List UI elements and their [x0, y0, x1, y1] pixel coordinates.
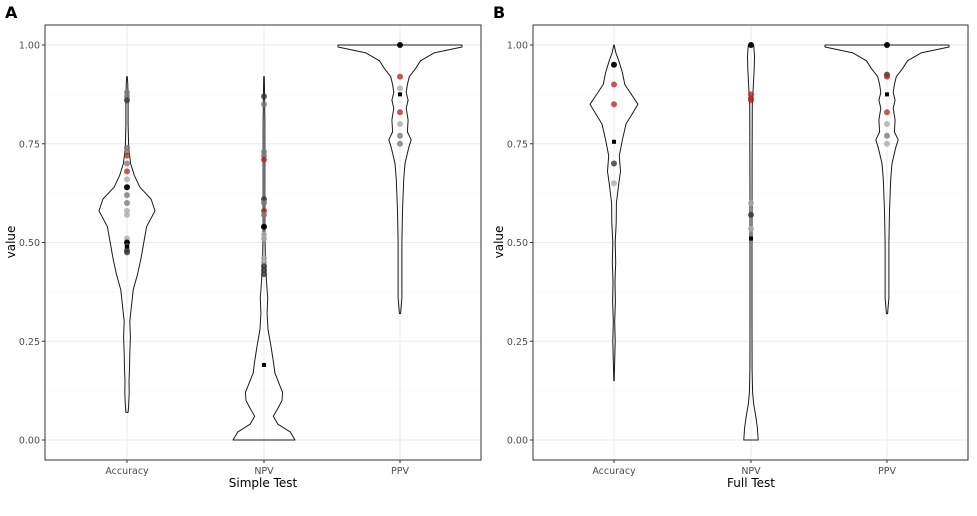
data-point-ppv [884, 109, 890, 116]
y-tick-label: 1.00 [507, 41, 528, 52]
data-point-accuracy [124, 160, 130, 167]
y-tick-label: 0.25 [507, 337, 528, 348]
y-tick-label: 0.75 [507, 139, 528, 150]
data-point-npv [748, 211, 754, 218]
y-tick-label: 0.75 [19, 139, 40, 150]
data-point-npv [261, 271, 267, 278]
data-point-ppv [884, 140, 890, 147]
data-point-ppv [884, 121, 890, 127]
data-point-npv [261, 156, 267, 163]
data-point-accuracy [124, 200, 130, 206]
data-point-npv [261, 223, 267, 230]
mean-marker-npv [262, 362, 266, 367]
data-point-accuracy [124, 211, 130, 218]
mean-marker-ppv [885, 92, 889, 97]
violin-ppv [824, 44, 950, 315]
data-point-accuracy [124, 184, 130, 191]
violin-accuracy [589, 44, 639, 382]
data-point-npv [261, 101, 267, 108]
data-point-ppv [884, 42, 890, 48]
x-axis-title: Simple Test [229, 476, 298, 490]
data-point-ppv [397, 109, 403, 116]
data-point-ppv [397, 121, 403, 127]
data-point-ppv [397, 42, 403, 48]
y-axis-title: value [492, 226, 506, 259]
x-tick-label: PPV [391, 466, 409, 477]
panel-a: 0.00 0.25 0.50 0.75 1.00 Accuracy NPV PPV Simple… [4, 3, 482, 490]
mean-marker-accuracy [125, 244, 129, 249]
x-tick-label: Accuracy [105, 466, 149, 477]
mean-marker-ppv [398, 92, 402, 97]
data-point-accuracy [611, 180, 617, 187]
y-tick-label: 0.00 [19, 436, 40, 447]
panel-letter: B [493, 3, 505, 22]
panel-letter: A [5, 3, 18, 22]
data-point-accuracy [611, 160, 617, 167]
y-tick-label: 0.50 [19, 238, 40, 249]
x-axis-title: Full Test [727, 476, 775, 490]
panel-b: 0.00 0.25 0.50 0.75 1.00 Accuracy NPV PPV Full T… [492, 3, 969, 490]
y-axis-title: value [4, 226, 18, 259]
x-tick-label: Accuracy [592, 466, 636, 477]
x-tick-label: PPV [878, 466, 896, 477]
data-point-ppv [884, 132, 890, 139]
y-tick-label: 1.00 [19, 41, 40, 52]
data-point-ppv [397, 85, 403, 92]
data-point-ppv [397, 132, 403, 139]
y-tick-label: 0.25 [19, 337, 40, 348]
violin-accuracy [98, 76, 156, 413]
data-point-accuracy [124, 152, 130, 159]
data-point-npv [261, 200, 267, 206]
y-tick-label: 0.00 [507, 436, 528, 447]
data-point-ppv [397, 140, 403, 147]
data-point-npv [261, 211, 267, 218]
data-point-ppv [397, 73, 403, 80]
data-point-npv [748, 42, 754, 48]
data-point-accuracy [611, 61, 617, 68]
data-point-accuracy [611, 81, 617, 88]
data-point-accuracy [124, 97, 130, 104]
data-point-npv [748, 225, 754, 232]
data-point-npv [748, 200, 754, 206]
data-point-accuracy [124, 168, 130, 175]
data-point-npv [748, 97, 754, 104]
mean-marker-npv [749, 236, 753, 241]
data-point-accuracy [611, 101, 617, 108]
violin-ppv [337, 44, 463, 315]
data-point-npv [261, 93, 267, 100]
data-point-accuracy [124, 249, 130, 256]
data-point-npv [261, 235, 267, 242]
x-tick-label: NPV [254, 466, 274, 477]
y-tick-label: 0.50 [507, 238, 528, 249]
data-point-accuracy [124, 192, 130, 199]
violin-npv [232, 76, 296, 441]
data-point-ppv [884, 73, 890, 80]
data-point-accuracy [124, 176, 130, 183]
x-tick-label: NPV [741, 466, 761, 477]
mean-marker-accuracy [612, 139, 616, 144]
